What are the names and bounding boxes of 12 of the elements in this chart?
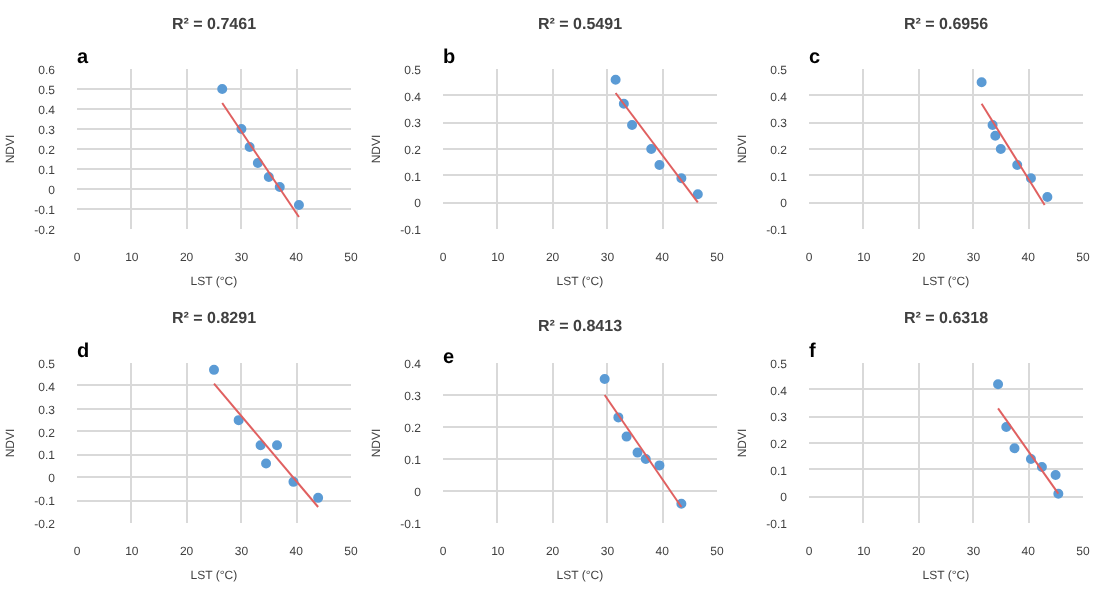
- chart-title: R² = 0.8291: [171, 309, 258, 327]
- annotation: c: [809, 47, 821, 69]
- chart-title: R² = 0.6956: [903, 15, 990, 33]
- chart-title: R² = 0.7461: [171, 15, 258, 33]
- annotation: e: [443, 347, 455, 369]
- chart-title: R² = 0.5491: [537, 15, 624, 33]
- chart-title: R² = 0.6318: [903, 309, 990, 327]
- text: a: [77, 47, 89, 69]
- annotation: d: [77, 341, 90, 363]
- annotation: f: [809, 341, 817, 363]
- annotation: b: [443, 47, 456, 69]
- chart-title: R² = 0.8413: [537, 317, 624, 335]
